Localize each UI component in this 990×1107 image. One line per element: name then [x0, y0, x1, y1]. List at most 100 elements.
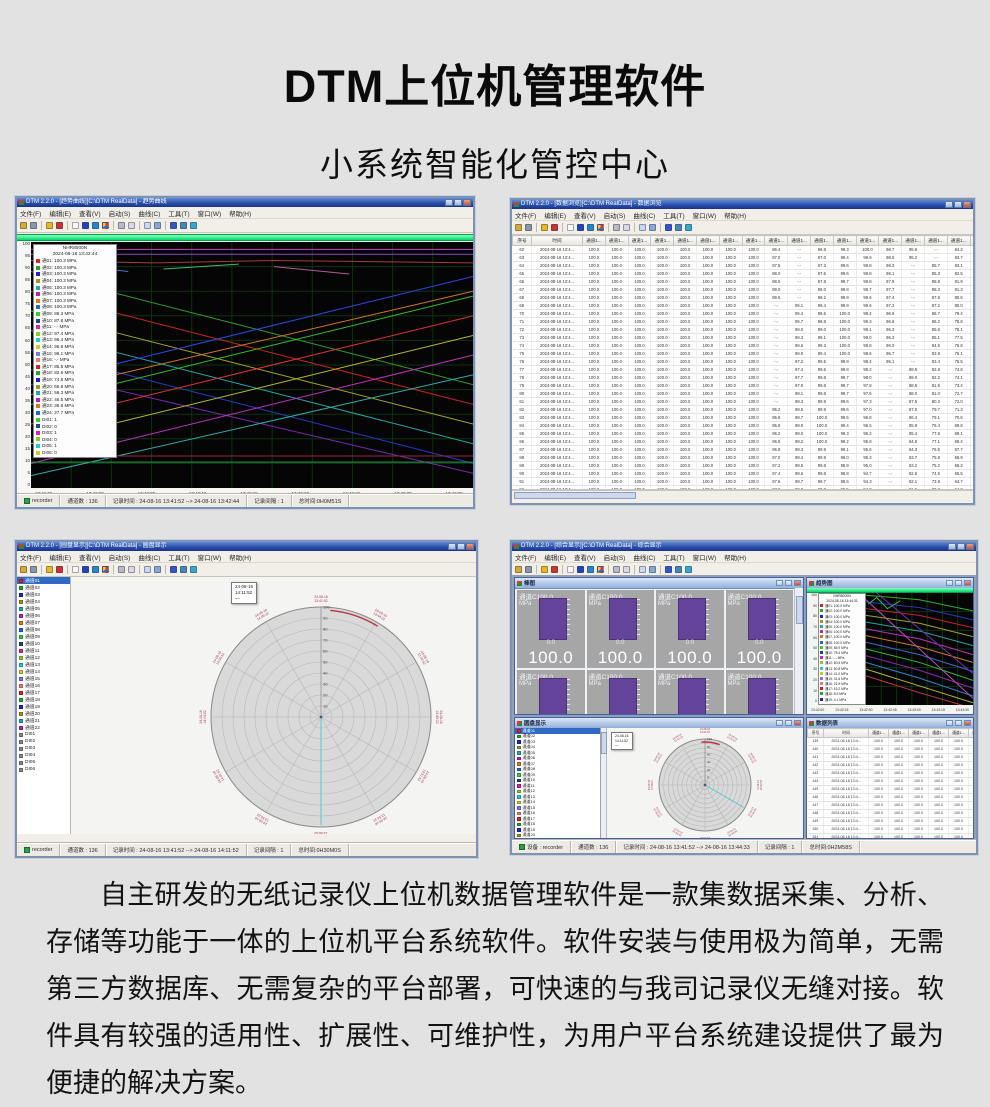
- menu-item[interactable]: 文件(F): [20, 208, 41, 218]
- print-icon[interactable]: [613, 224, 620, 231]
- panel-minimize-button[interactable]: [946, 580, 953, 586]
- pie-chart-icon[interactable]: [102, 222, 109, 229]
- channel-list-item[interactable]: 通道11: [17, 647, 70, 654]
- menu-item[interactable]: 工具(T): [168, 208, 189, 218]
- select-rect-icon[interactable]: [72, 222, 79, 229]
- pen-icon[interactable]: [665, 224, 672, 231]
- menu-item[interactable]: 窗口(W): [198, 552, 221, 562]
- channel-list-item[interactable]: 通道15: [17, 675, 70, 682]
- record-icon[interactable]: [541, 224, 548, 231]
- minimize-button[interactable]: [945, 201, 953, 208]
- monitor-icon[interactable]: [685, 224, 692, 231]
- save-icon[interactable]: [525, 224, 532, 231]
- menu-item[interactable]: 帮助(H): [229, 208, 251, 218]
- channel-list-item[interactable]: 通道07: [17, 619, 70, 626]
- menu-item[interactable]: 曲线(C): [138, 552, 160, 562]
- panel-minimize-button[interactable]: [776, 580, 783, 586]
- print-icon[interactable]: [118, 222, 125, 229]
- save-icon[interactable]: [30, 222, 37, 229]
- scrollbar-thumb[interactable]: [796, 596, 803, 624]
- menu-item[interactable]: 文件(F): [20, 552, 41, 562]
- card-icon[interactable]: [180, 222, 187, 229]
- open-folder-icon[interactable]: [515, 566, 522, 573]
- select-rect-icon[interactable]: [567, 566, 574, 573]
- monitor-icon[interactable]: [190, 222, 197, 229]
- copy-icon[interactable]: [144, 566, 151, 573]
- menu-item[interactable]: 文件(F): [515, 210, 536, 220]
- save-icon[interactable]: [30, 566, 37, 573]
- menu-item[interactable]: 查看(V): [574, 552, 596, 562]
- channel-list-item[interactable]: 通道20: [17, 710, 70, 717]
- horizontal-scrollbar[interactable]: [512, 490, 973, 499]
- channel-list-item[interactable]: 通道12: [17, 654, 70, 661]
- monitor-icon[interactable]: [190, 566, 197, 573]
- print-icon[interactable]: [613, 566, 620, 573]
- minimize-button[interactable]: [445, 199, 453, 206]
- channel-list-item[interactable]: 通道17: [17, 689, 70, 696]
- panel-minimize-button[interactable]: [946, 720, 953, 726]
- vertical-scrollbar[interactable]: [794, 588, 803, 714]
- menu-item[interactable]: 启动(S): [109, 552, 131, 562]
- channel-list-item[interactable]: 通道19: [17, 703, 70, 710]
- print-preview-icon[interactable]: [623, 224, 630, 231]
- pie-chart-icon[interactable]: [102, 566, 109, 573]
- print-preview-icon[interactable]: [623, 566, 630, 573]
- open-folder-icon[interactable]: [20, 222, 27, 229]
- copy-icon[interactable]: [144, 222, 151, 229]
- menu-item[interactable]: 窗口(W): [693, 552, 716, 562]
- panel-restore-button[interactable]: [785, 580, 792, 586]
- channel-list-item[interactable]: 通道04: [17, 598, 70, 605]
- zoom-icon[interactable]: [154, 222, 161, 229]
- pen-icon[interactable]: [170, 566, 177, 573]
- close-button[interactable]: [466, 543, 474, 550]
- pie-chart-icon[interactable]: [597, 224, 604, 231]
- menu-item[interactable]: 窗口(W): [198, 208, 221, 218]
- sigma-icon[interactable]: [577, 566, 584, 573]
- menu-item[interactable]: 编辑(E): [544, 210, 566, 220]
- minimize-button[interactable]: [948, 543, 956, 550]
- channel-list-item[interactable]: 通道08: [17, 626, 70, 633]
- channel-list-item[interactable]: DI04: [17, 752, 70, 759]
- print-preview-icon[interactable]: [128, 222, 135, 229]
- menu-item[interactable]: 启动(S): [604, 210, 626, 220]
- record-icon[interactable]: [46, 222, 53, 229]
- select-rect-icon[interactable]: [72, 566, 79, 573]
- menu-item[interactable]: 启动(S): [109, 208, 131, 218]
- channel-list-item[interactable]: 通道03: [17, 591, 70, 598]
- sigma-icon[interactable]: [82, 222, 89, 229]
- panel-restore-button[interactable]: [955, 720, 962, 726]
- sigma-icon[interactable]: [577, 224, 584, 231]
- panel-restore-button[interactable]: [955, 580, 962, 586]
- print-icon[interactable]: [118, 566, 125, 573]
- menu-item[interactable]: 曲线(C): [138, 208, 160, 218]
- channel-list-item[interactable]: DI05: [17, 759, 70, 766]
- channel-list-item[interactable]: 通道18: [17, 696, 70, 703]
- channel-list-item[interactable]: 通道10: [17, 640, 70, 647]
- copy-icon[interactable]: [639, 224, 646, 231]
- panel-close-button[interactable]: [794, 720, 801, 726]
- monitor-icon[interactable]: [685, 566, 692, 573]
- menu-item[interactable]: 编辑(E): [544, 552, 566, 562]
